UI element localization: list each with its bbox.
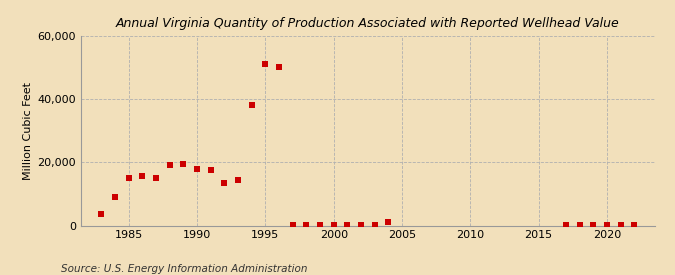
Point — [356, 223, 367, 227]
Point — [96, 212, 107, 217]
Point — [288, 223, 298, 227]
Point — [574, 223, 585, 227]
Y-axis label: Million Cubic Feet: Million Cubic Feet — [24, 82, 33, 180]
Point — [110, 195, 121, 199]
Point — [342, 223, 353, 227]
Point — [369, 223, 380, 227]
Point — [260, 62, 271, 66]
Point — [273, 65, 284, 70]
Point — [615, 223, 626, 227]
Point — [151, 176, 161, 180]
Point — [301, 223, 312, 227]
Point — [192, 166, 202, 171]
Point — [233, 177, 244, 182]
Point — [219, 181, 230, 185]
Point — [137, 174, 148, 179]
Point — [560, 223, 571, 227]
Point — [383, 219, 394, 224]
Point — [601, 223, 612, 227]
Point — [588, 223, 599, 227]
Point — [205, 168, 216, 172]
Point — [246, 103, 257, 108]
Point — [178, 162, 189, 166]
Point — [328, 223, 339, 227]
Point — [165, 163, 176, 167]
Point — [629, 223, 640, 227]
Point — [124, 176, 134, 180]
Point — [315, 223, 325, 227]
Text: Source: U.S. Energy Information Administration: Source: U.S. Energy Information Administ… — [61, 264, 307, 274]
Title: Annual Virginia Quantity of Production Associated with Reported Wellhead Value: Annual Virginia Quantity of Production A… — [116, 17, 620, 31]
